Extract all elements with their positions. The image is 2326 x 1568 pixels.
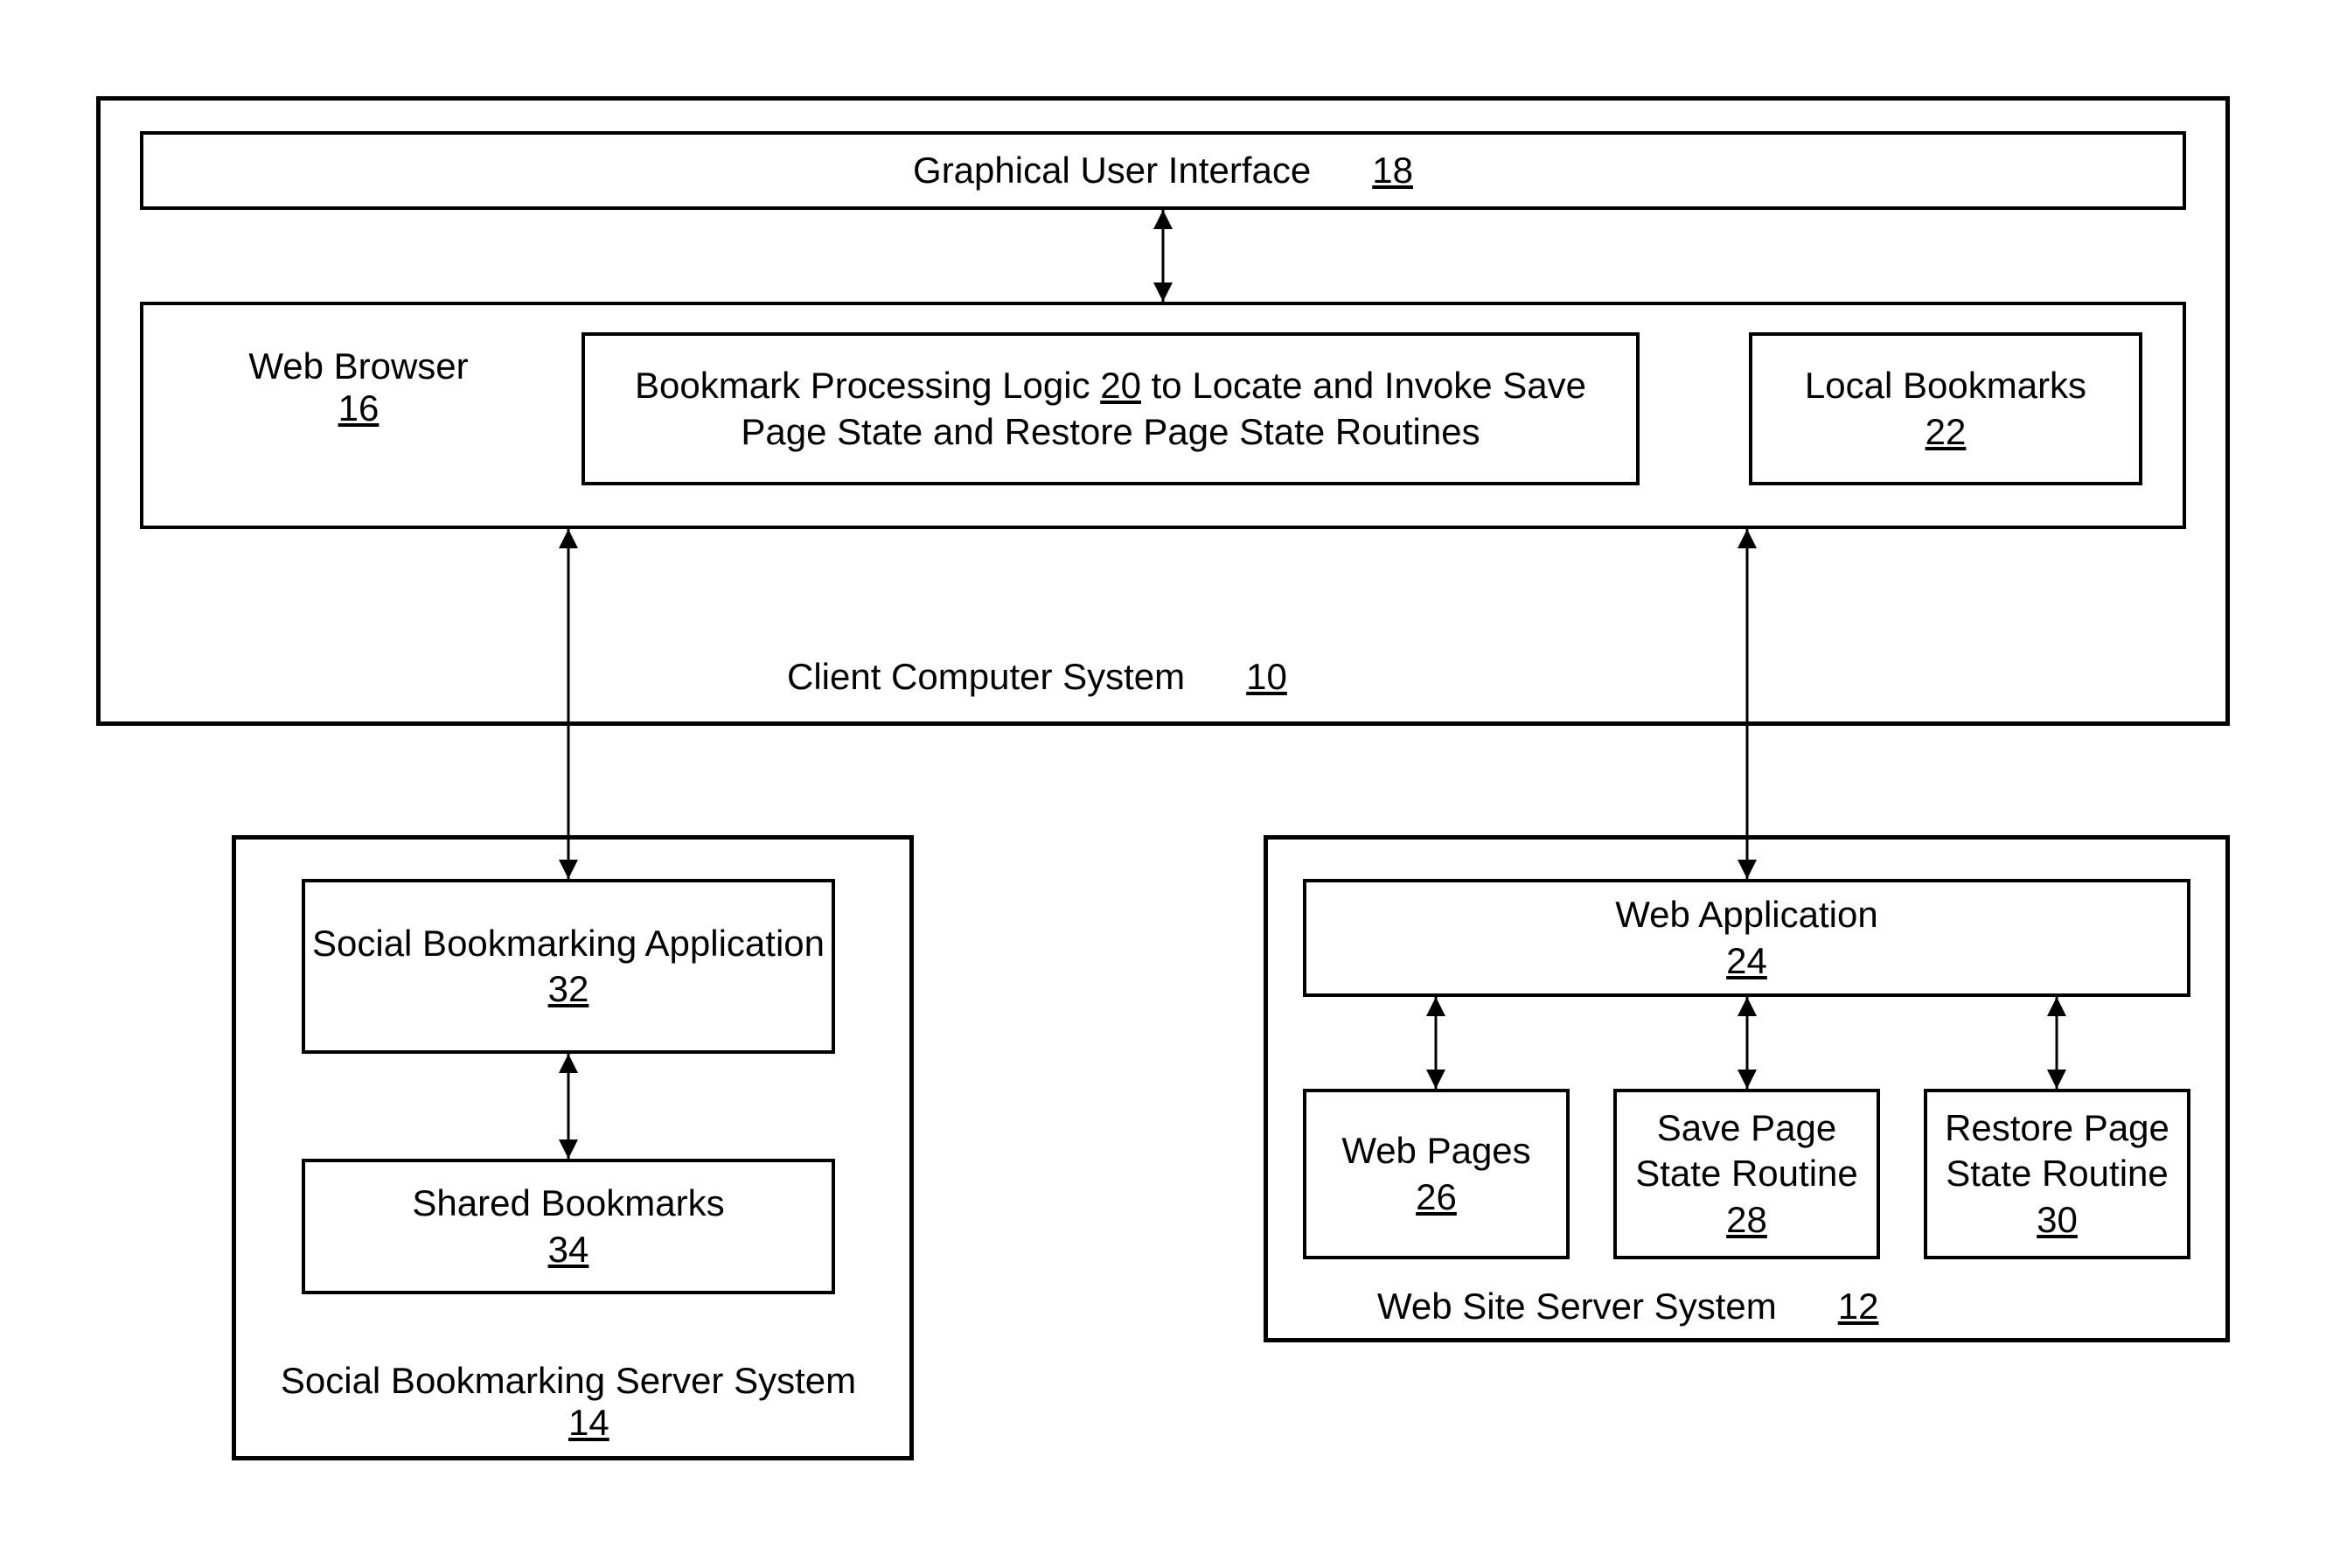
arrows-layer [0, 0, 2326, 1568]
